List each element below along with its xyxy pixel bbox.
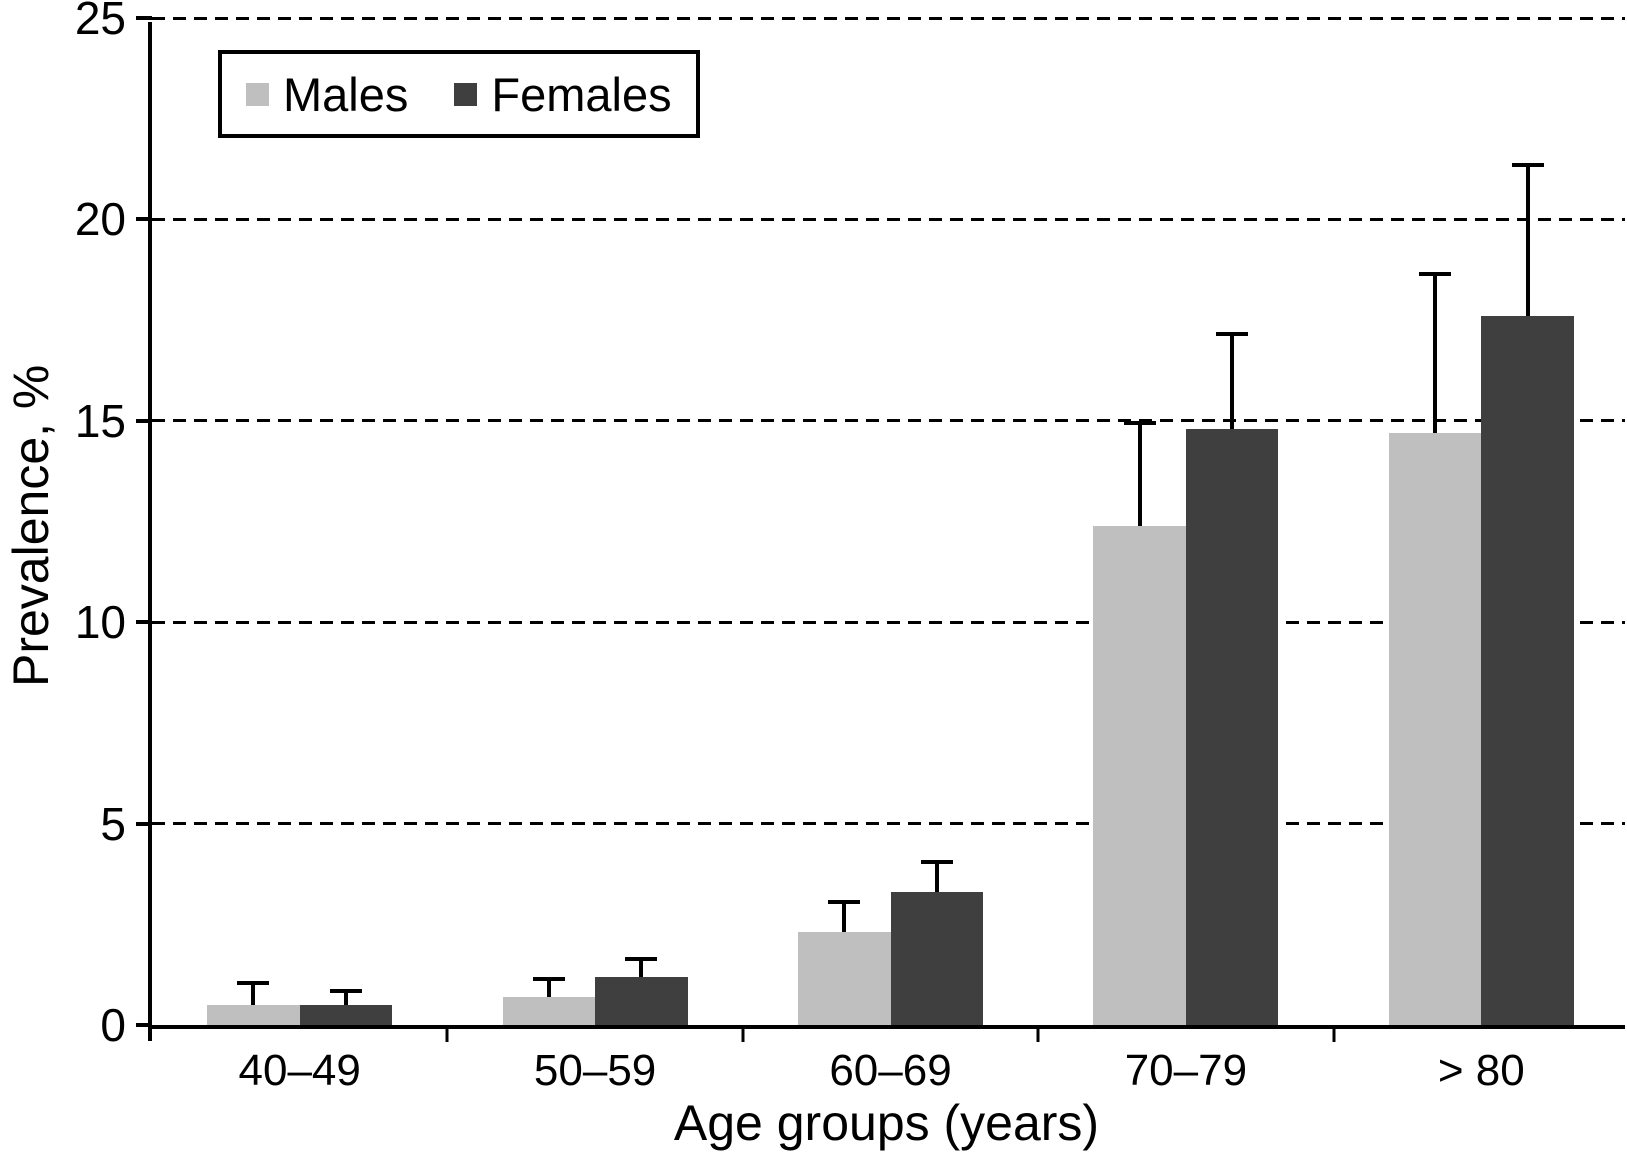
x-category-label-5: > 80 [1437, 1046, 1525, 1095]
legend-item-males: Males [246, 71, 408, 118]
y-axis-tick-10 [136, 620, 152, 625]
error-bar-males-3 [842, 900, 847, 933]
error-cap-females-2 [625, 956, 658, 961]
error-bar-females-4 [1230, 332, 1235, 429]
y-axis-title: Prevalence, % [3, 364, 59, 687]
legend-label-males: Males [283, 67, 409, 121]
error-bar-males-1 [251, 980, 256, 1005]
males-swatch-icon [246, 82, 269, 106]
x-category-label-1: 40–49 [238, 1046, 361, 1095]
y-tick-label-25: 25 [74, 0, 126, 44]
y-tick-label-5: 5 [100, 797, 126, 850]
y-tick-label-20: 20 [74, 193, 126, 246]
plot-area: 0 5 10 15 20 25 40–49 50–59 60–69 70–79 > 80 [75, 0, 1625, 1093]
bar-females-1 [299, 1004, 393, 1025]
bar-females-2 [595, 976, 688, 1025]
x-axis-tick-1 [445, 1025, 449, 1042]
x-axis-tick-4 [1332, 1025, 1336, 1042]
females-swatch-icon [454, 82, 478, 106]
error-bar-males-2 [546, 976, 551, 997]
error-cap-females-5 [1511, 163, 1544, 168]
y-tick-label-0: 0 [100, 999, 126, 1051]
bar-males-5 [1388, 432, 1482, 1025]
error-cap-males-2 [532, 976, 565, 981]
error-bar-females-5 [1525, 163, 1530, 317]
x-category-label-4: 70–79 [1124, 1046, 1248, 1095]
gridline-y-25 [152, 16, 1625, 20]
error-bar-females-3 [934, 859, 939, 893]
error-bar-males-5 [1433, 271, 1438, 433]
bar-females-3 [890, 892, 983, 1025]
y-axis-tick-20 [136, 217, 152, 222]
x-category-label-2: 50–59 [533, 1046, 657, 1095]
y-tick-label-15: 15 [74, 394, 126, 447]
bar-females-4 [1185, 428, 1279, 1025]
error-cap-males-4 [1123, 420, 1156, 425]
bar-males-3 [798, 932, 891, 1025]
bar-males-2 [502, 996, 596, 1025]
gridline-y-20 [152, 217, 1625, 221]
error-cap-females-3 [920, 859, 953, 864]
x-axis-title: Age groups (years) [673, 1095, 1100, 1151]
y-tick-label-10: 10 [74, 596, 126, 649]
error-cap-males-5 [1419, 271, 1452, 276]
y-axis-tick-5 [136, 821, 152, 826]
error-cap-females-4 [1216, 332, 1249, 337]
gridline-y-10 [152, 620, 1625, 624]
error-cap-males-3 [828, 900, 861, 905]
error-cap-females-1 [329, 988, 362, 993]
bar-males-1 [207, 1004, 300, 1025]
y-axis-bottom-tick [148, 1025, 152, 1041]
bar-males-4 [1093, 525, 1186, 1025]
error-bar-females-2 [639, 956, 644, 977]
y-axis-tick-0 [136, 1023, 152, 1027]
error-bar-males-4 [1137, 420, 1142, 526]
x-category-label-3: 60–69 [829, 1046, 952, 1095]
error-bar-females-1 [343, 988, 348, 1005]
y-axis-tick-25 [136, 16, 152, 20]
gridline-y-15 [152, 419, 1625, 423]
legend: Males Females [218, 50, 700, 138]
gridline-y-5 [152, 822, 1625, 826]
y-axis-tick-15 [136, 418, 152, 423]
bar-females-5 [1481, 316, 1574, 1025]
error-cap-males-1 [237, 980, 270, 985]
legend-label-females: Females [491, 67, 672, 121]
x-axis-tick-3 [1036, 1025, 1040, 1042]
x-axis-tick-2 [741, 1025, 745, 1042]
legend-item-females: Females [454, 67, 672, 121]
